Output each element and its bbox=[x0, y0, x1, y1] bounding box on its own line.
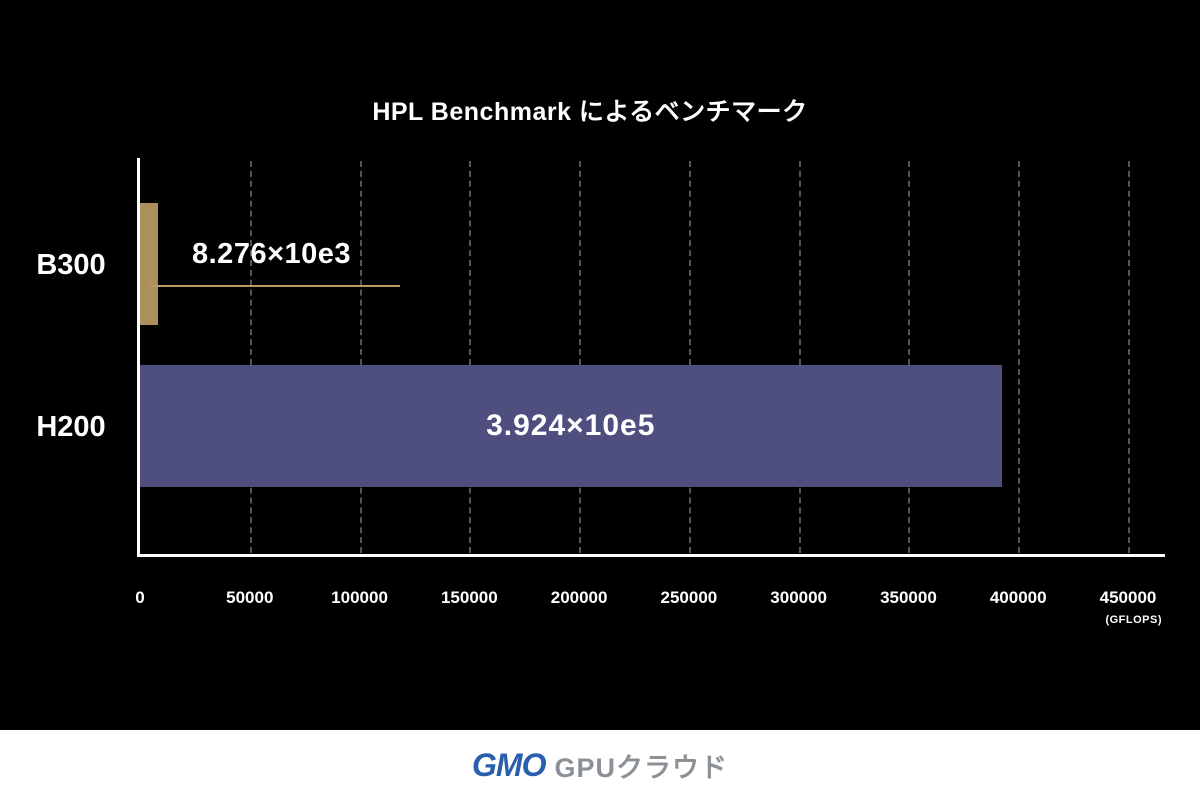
gmo-logo-text: GMO bbox=[472, 746, 546, 783]
footer-logo-bar: GMO GPUクラウド bbox=[0, 730, 1200, 800]
y-axis-line bbox=[137, 158, 140, 557]
gridline bbox=[798, 161, 801, 553]
category-label-h200: H200 bbox=[36, 411, 106, 443]
gridline bbox=[908, 161, 911, 553]
gridline bbox=[359, 161, 362, 553]
gridline bbox=[1128, 161, 1130, 553]
axis-unit-label: (GFLOPS) bbox=[1105, 614, 1162, 626]
x-tick-label: 50000 bbox=[226, 588, 274, 607]
x-tick-label: 450000 bbox=[1099, 588, 1157, 607]
value-label-b300: 8.276×10e3 bbox=[192, 238, 352, 270]
x-tick-label: 100000 bbox=[331, 588, 388, 607]
gridline bbox=[688, 161, 691, 553]
x-tick-label: 400000 bbox=[989, 588, 1047, 607]
b300-value-underline bbox=[150, 285, 400, 287]
gridline bbox=[249, 161, 252, 553]
x-axis-tick-labels: 0 50000 100000 150000 200000 250000 300000 3500… bbox=[0, 588, 1200, 614]
x-axis-line bbox=[137, 554, 1165, 557]
bar-h200: 3.924×10e5 bbox=[140, 365, 1002, 487]
x-tick-label: 200000 bbox=[550, 588, 608, 607]
chart-title: HPL Benchmark によるベンチマーク bbox=[372, 98, 808, 126]
gridline bbox=[1018, 161, 1021, 553]
x-tick-label: 150000 bbox=[440, 588, 498, 607]
x-tick-label: 250000 bbox=[660, 588, 718, 607]
x-tick-label: 300000 bbox=[770, 588, 828, 607]
gpu-cloud-logo-text: GPUクラウド bbox=[554, 752, 728, 783]
category-label-b300: B300 bbox=[36, 249, 106, 281]
gridline bbox=[469, 161, 472, 553]
x-tick-label: 350000 bbox=[880, 588, 937, 607]
bar-b300 bbox=[140, 203, 159, 325]
gridline bbox=[579, 161, 582, 553]
x-tick-label: 0 bbox=[135, 588, 145, 607]
value-label-h200: 3.924×10e5 bbox=[486, 409, 656, 442]
